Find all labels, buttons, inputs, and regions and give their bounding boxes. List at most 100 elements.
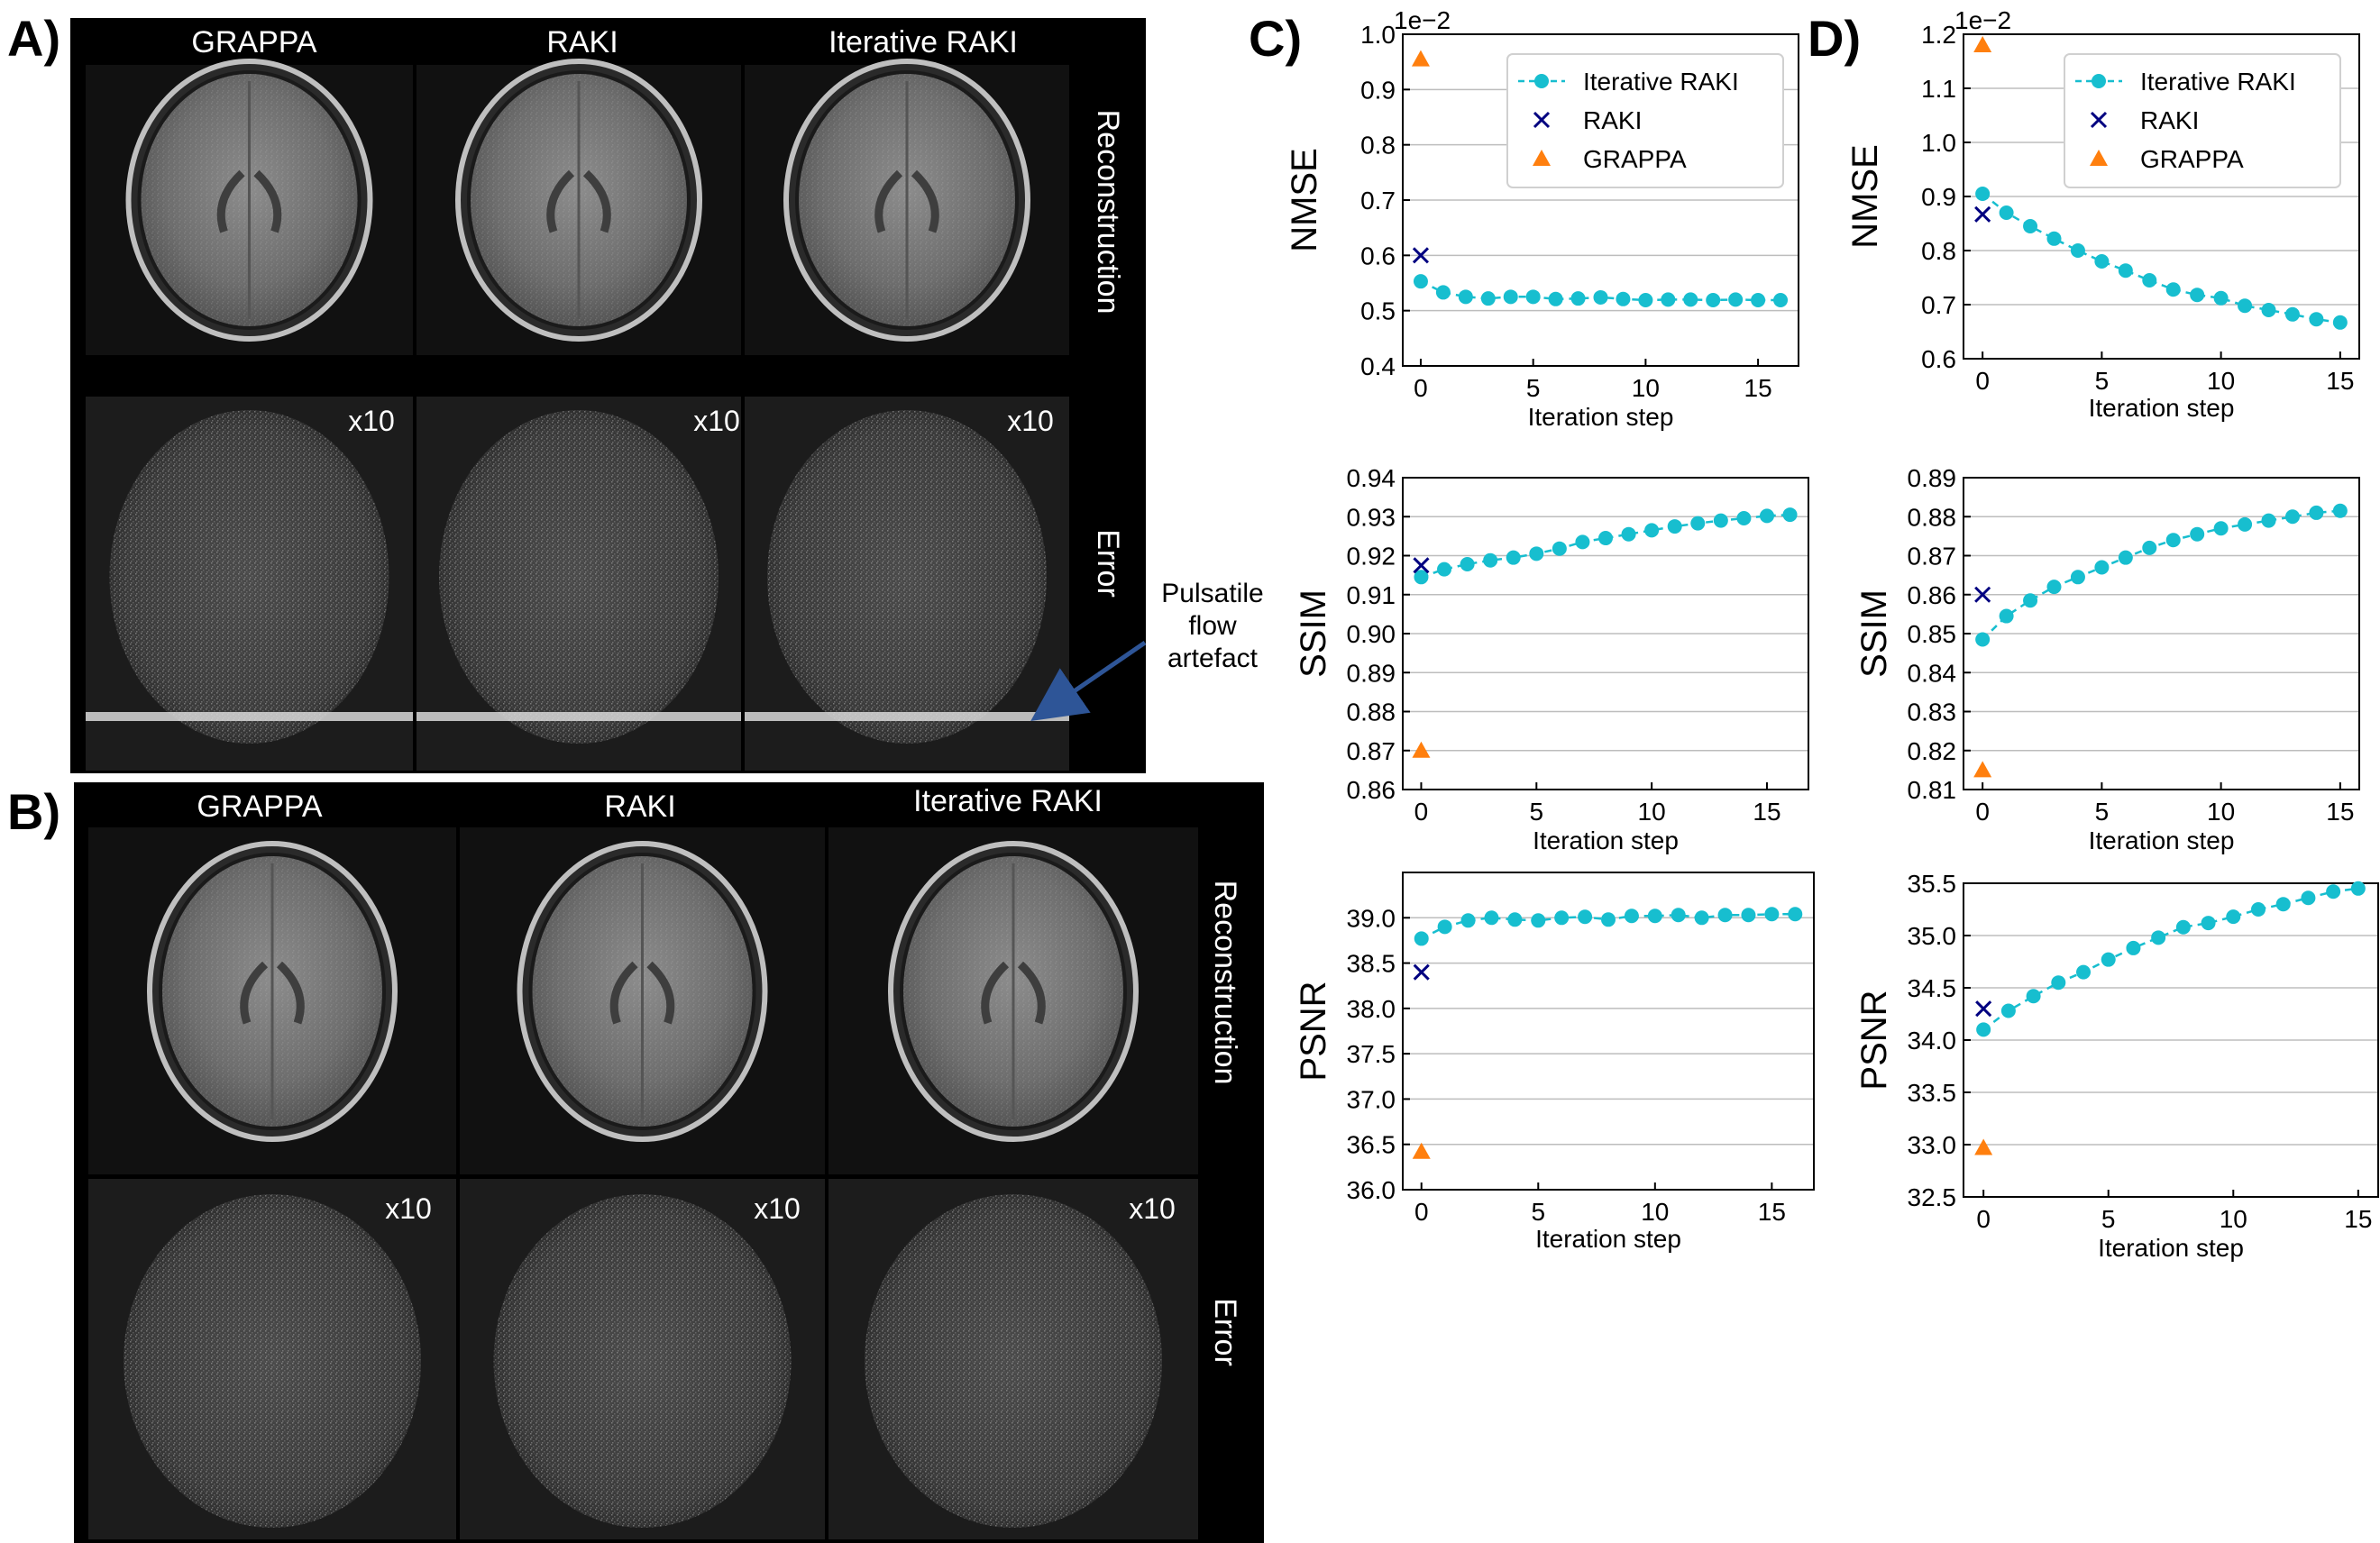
point-iterative	[1458, 289, 1473, 305]
point-iterative	[2142, 273, 2157, 288]
y-tick-label: 36.0	[1347, 1176, 1396, 1204]
y-axis-label: PSNR	[1854, 990, 1894, 1090]
point-iterative	[2000, 1003, 2016, 1018]
series-raki	[1974, 205, 1991, 223]
panel-label-b: B)	[7, 783, 60, 840]
y-tick-label: 0.82	[1908, 737, 1957, 765]
point-iterative	[2094, 560, 2110, 575]
point-iterative	[2213, 290, 2229, 306]
series-iterative	[1975, 503, 2348, 647]
recon-head-b-1	[517, 841, 768, 1142]
series-iterative	[1414, 507, 1798, 585]
series-raki	[1412, 247, 1430, 264]
point-iterative	[1460, 913, 1476, 928]
x-tick-label: 5	[2101, 1205, 2116, 1233]
error-head-a-2	[745, 410, 1069, 744]
point-grappa	[1974, 1138, 1993, 1155]
point-iterative	[1435, 285, 1451, 300]
point-iterative	[1593, 289, 1608, 305]
y-tick-label: 0.5	[1360, 297, 1396, 325]
series-iterative	[1413, 274, 1789, 308]
recon-head-a-2	[783, 59, 1030, 342]
point-iterative	[2046, 580, 2062, 595]
y-tick-label: 0.89	[1908, 464, 1957, 492]
x-axis-label: Iteration step	[1533, 826, 1679, 854]
point-iterative	[1506, 550, 1521, 565]
point-iterative	[1601, 912, 1616, 927]
point-iterative	[2309, 312, 2324, 327]
x-tick-label: 15	[2344, 1205, 2372, 1233]
x-tick-label: 15	[2326, 798, 2354, 826]
x-tick-label: 10	[2220, 1205, 2247, 1233]
point-iterative	[1728, 292, 1744, 307]
legend-box	[1506, 53, 1784, 188]
point-raki	[1974, 205, 1991, 223]
x-axis-label: Iteration step	[1528, 403, 1674, 431]
series-iterative	[1414, 907, 1803, 946]
point-iterative	[1690, 516, 1706, 531]
point-iterative	[1671, 908, 1686, 923]
point-iterative	[2126, 940, 2141, 955]
charts: 0.4 0.5 0.6 0.7 0.8 0.9 1.0 0 5 10 15 Iteration ste…	[1285, 6, 2379, 1262]
annotation-arrow	[1030, 640, 1147, 721]
plot-frame	[1963, 882, 2379, 1198]
y-axis-label: SSIM	[1294, 589, 1333, 678]
point-iterative	[1975, 632, 1991, 647]
point-grappa	[1412, 741, 1431, 758]
y-tick-label: 37.5	[1347, 1040, 1396, 1068]
x-tick-label: 0	[1414, 374, 1428, 402]
error-head-b-0	[124, 1194, 421, 1528]
x-tick-label: 5	[1530, 798, 1544, 826]
panel-b-row-error: Error	[1208, 1298, 1242, 1366]
panel-b-images	[88, 827, 1198, 1539]
point-iterative	[2275, 897, 2291, 912]
x-tick-label: 5	[1531, 1198, 1545, 1226]
legend-label-raki: RAKI	[2140, 106, 2199, 134]
series-grappa	[1412, 741, 1431, 758]
point-iterative	[1414, 570, 1429, 585]
point-iterative	[2284, 306, 2300, 322]
plot-frame	[1963, 33, 2360, 360]
panel-b-row-reconstruction: Reconstruction	[1208, 881, 1242, 1085]
point-grappa	[1973, 36, 1992, 52]
y-tick-label: 0.6	[1360, 242, 1396, 269]
legend-label-grappa: GRAPPA	[1583, 145, 1687, 173]
point-iterative	[1484, 910, 1499, 926]
x-tick-label: 10	[2207, 367, 2235, 395]
point-iterative	[1503, 289, 1518, 305]
point-iterative	[2101, 952, 2116, 967]
x-axis-label: Iteration step	[2089, 826, 2235, 854]
point-raki	[1974, 586, 1991, 603]
series-grappa	[1973, 761, 1992, 778]
panel-b-col-raki: RAKI	[604, 790, 675, 824]
point-iterative	[2118, 263, 2133, 278]
point-iterative	[1644, 523, 1660, 538]
y-tick-label: 1.2	[1921, 21, 1956, 49]
series-grappa	[1412, 1142, 1431, 1159]
legend-label-grappa: GRAPPA	[2140, 145, 2244, 173]
y-axis-label: SSIM	[1854, 589, 1894, 678]
point-iterative	[1414, 931, 1429, 946]
panel-b-scale-grappa: x10	[385, 1192, 432, 1225]
point-iterative	[2118, 550, 2133, 565]
series-raki	[1413, 963, 1430, 981]
point-grappa	[1412, 1142, 1431, 1159]
point-iterative	[1624, 908, 1639, 924]
point-iterative	[2261, 513, 2276, 528]
point-iterative	[2070, 243, 2085, 258]
chart-d-psnr: 32.5 33.0 33.5 34.0 34.5 35.0 35.5 0 5 10 15 Iterat…	[1854, 870, 2379, 1262]
point-iterative	[1578, 909, 1593, 925]
point-iterative	[1598, 531, 1613, 546]
error-head-a-1	[416, 410, 741, 744]
annotation-line-1: Pulsatile	[1161, 579, 1263, 608]
point-raki	[1975, 1000, 1992, 1018]
y-tick-label: 0.94	[1347, 464, 1396, 492]
y-tick-label: 0.7	[1921, 291, 1956, 319]
chart-d-ssim: 0.81 0.82 0.83 0.84 0.85 0.86 0.87 0.88 0.89 0 5 10…	[1854, 464, 2360, 854]
point-iterative	[2332, 503, 2348, 518]
y-tick-label: 1.0	[1921, 129, 1956, 157]
y-tick-label: 0.83	[1908, 698, 1957, 726]
point-grappa	[1411, 50, 1430, 67]
y-tick-label: 0.89	[1347, 659, 1396, 687]
panel-b-scale-iterative: x10	[1129, 1192, 1176, 1225]
